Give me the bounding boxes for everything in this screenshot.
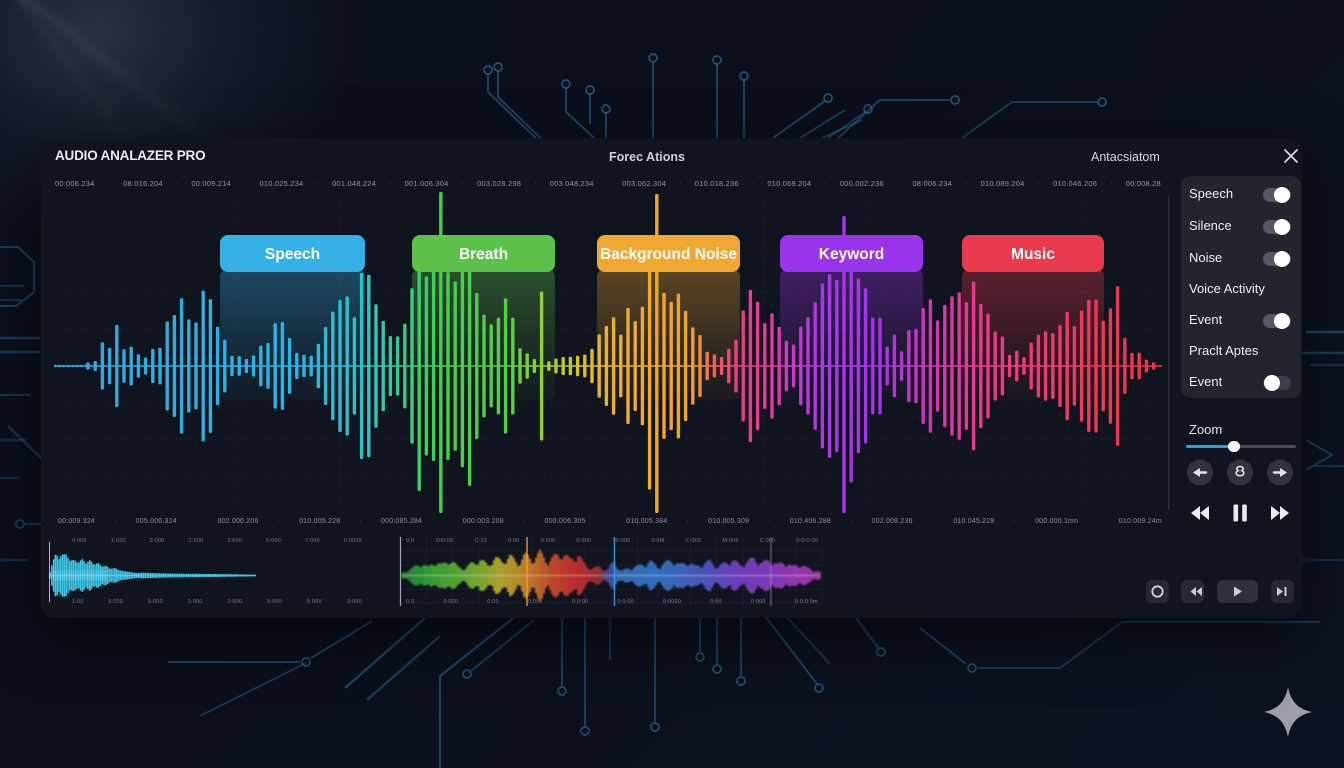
svg-text:Keyword: Keyword [819, 246, 884, 263]
svg-text:Music: Music [1011, 246, 1055, 263]
svg-text:Background Noise: Background Noise [600, 246, 737, 263]
svg-text:Breath: Breath [459, 246, 508, 263]
svg-text:Speech: Speech [265, 246, 320, 263]
